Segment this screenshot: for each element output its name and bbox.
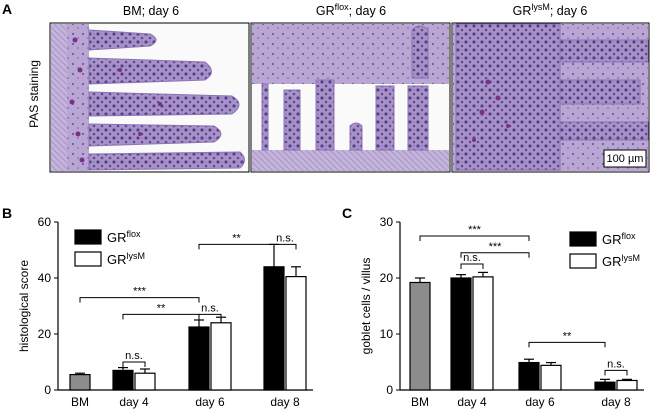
bar <box>540 364 562 391</box>
legend-label: GRlysM <box>602 253 640 269</box>
chart-c: 0 10 20 30 goblet cells / villus BM day 4 day 6… <box>359 215 644 409</box>
scale-bar-label: 100 µm <box>607 153 644 165</box>
significance-bracket <box>419 235 530 241</box>
bar <box>594 381 616 391</box>
bar <box>263 266 285 391</box>
bar <box>285 276 307 391</box>
legend-label: GRflox <box>107 229 141 245</box>
x-tick-label: day 6 <box>525 395 555 409</box>
y-tick-label: 10 <box>380 327 394 341</box>
significance-bracket <box>122 313 200 320</box>
bar <box>69 374 91 391</box>
x-tick-label: day 8 <box>601 395 631 409</box>
micrograph-grflox <box>250 22 451 173</box>
significance-bracket <box>122 361 146 367</box>
bar <box>112 369 134 391</box>
y-tick-label: 20 <box>38 327 52 341</box>
pas-staining-label: PAS staining <box>27 60 41 128</box>
scale-bar-box <box>603 149 647 168</box>
image-title-grlysm: GRlysM; day 6 <box>513 2 588 18</box>
significance-label: n.s. <box>463 252 481 264</box>
significance-label: *** <box>468 224 482 236</box>
bar <box>409 281 431 391</box>
bar <box>188 326 210 391</box>
y-tick-label: 0 <box>386 383 393 397</box>
y-axis-label: goblet cells / villus <box>359 258 373 355</box>
legend-swatch <box>74 251 102 267</box>
panel-c-letter: C <box>342 205 352 221</box>
legend-swatch <box>74 229 102 245</box>
significance-bracket <box>198 243 275 250</box>
significance-bracket <box>460 263 484 269</box>
y-tick-label: 0 <box>44 383 51 397</box>
image-title-grflox: GRflox; day 6 <box>316 2 386 18</box>
legend-label: GRflox <box>602 231 636 247</box>
x-tick-label: day 4 <box>119 395 149 409</box>
significance-label: *** <box>133 286 147 298</box>
significance-label: n.s. <box>276 232 294 244</box>
y-tick-label: 30 <box>380 215 394 229</box>
image-title-bm: BM; day 6 <box>123 4 179 18</box>
significance-label: n.s. <box>607 358 625 370</box>
bar <box>450 277 472 391</box>
significance-label: n.s. <box>125 350 143 362</box>
bar <box>210 322 232 391</box>
x-tick-label: day 4 <box>457 395 487 409</box>
y-axis-label: histological score <box>17 260 31 352</box>
significance-bracket <box>528 341 606 348</box>
significance-label: ** <box>563 330 572 342</box>
micrograph-grlysm: 100 µm <box>451 22 650 173</box>
x-tick-label: BM <box>411 395 429 409</box>
significance-bracket <box>460 252 530 258</box>
significance-label: ** <box>232 232 241 244</box>
chart-b: 0 20 40 60 histological score BM day 4 day 6 day… <box>17 215 313 409</box>
legend-swatch <box>569 231 597 247</box>
significance-label: n.s. <box>201 302 219 314</box>
bar <box>472 276 494 391</box>
bar <box>616 379 638 391</box>
significance-label: ** <box>157 302 166 314</box>
y-tick-label: 40 <box>38 271 52 285</box>
significance-bracket <box>198 313 222 320</box>
y-tick-label: 20 <box>380 271 394 285</box>
legend-label: GRlysM <box>107 251 145 267</box>
significance-label: *** <box>489 241 503 253</box>
x-tick-label: day 6 <box>195 395 225 409</box>
significance-bracket <box>79 297 200 303</box>
x-tick-label: BM <box>71 395 89 409</box>
micrograph-bm <box>49 22 250 173</box>
x-tick-label: day 8 <box>270 395 300 409</box>
panel-a-letter: A <box>2 1 12 17</box>
y-tick-label: 60 <box>38 215 52 229</box>
panel-b-letter: B <box>2 205 12 221</box>
bar <box>134 372 156 391</box>
significance-bracket <box>273 243 297 250</box>
legend-swatch <box>569 253 597 269</box>
significance-bracket <box>604 369 628 376</box>
bar <box>518 361 540 391</box>
